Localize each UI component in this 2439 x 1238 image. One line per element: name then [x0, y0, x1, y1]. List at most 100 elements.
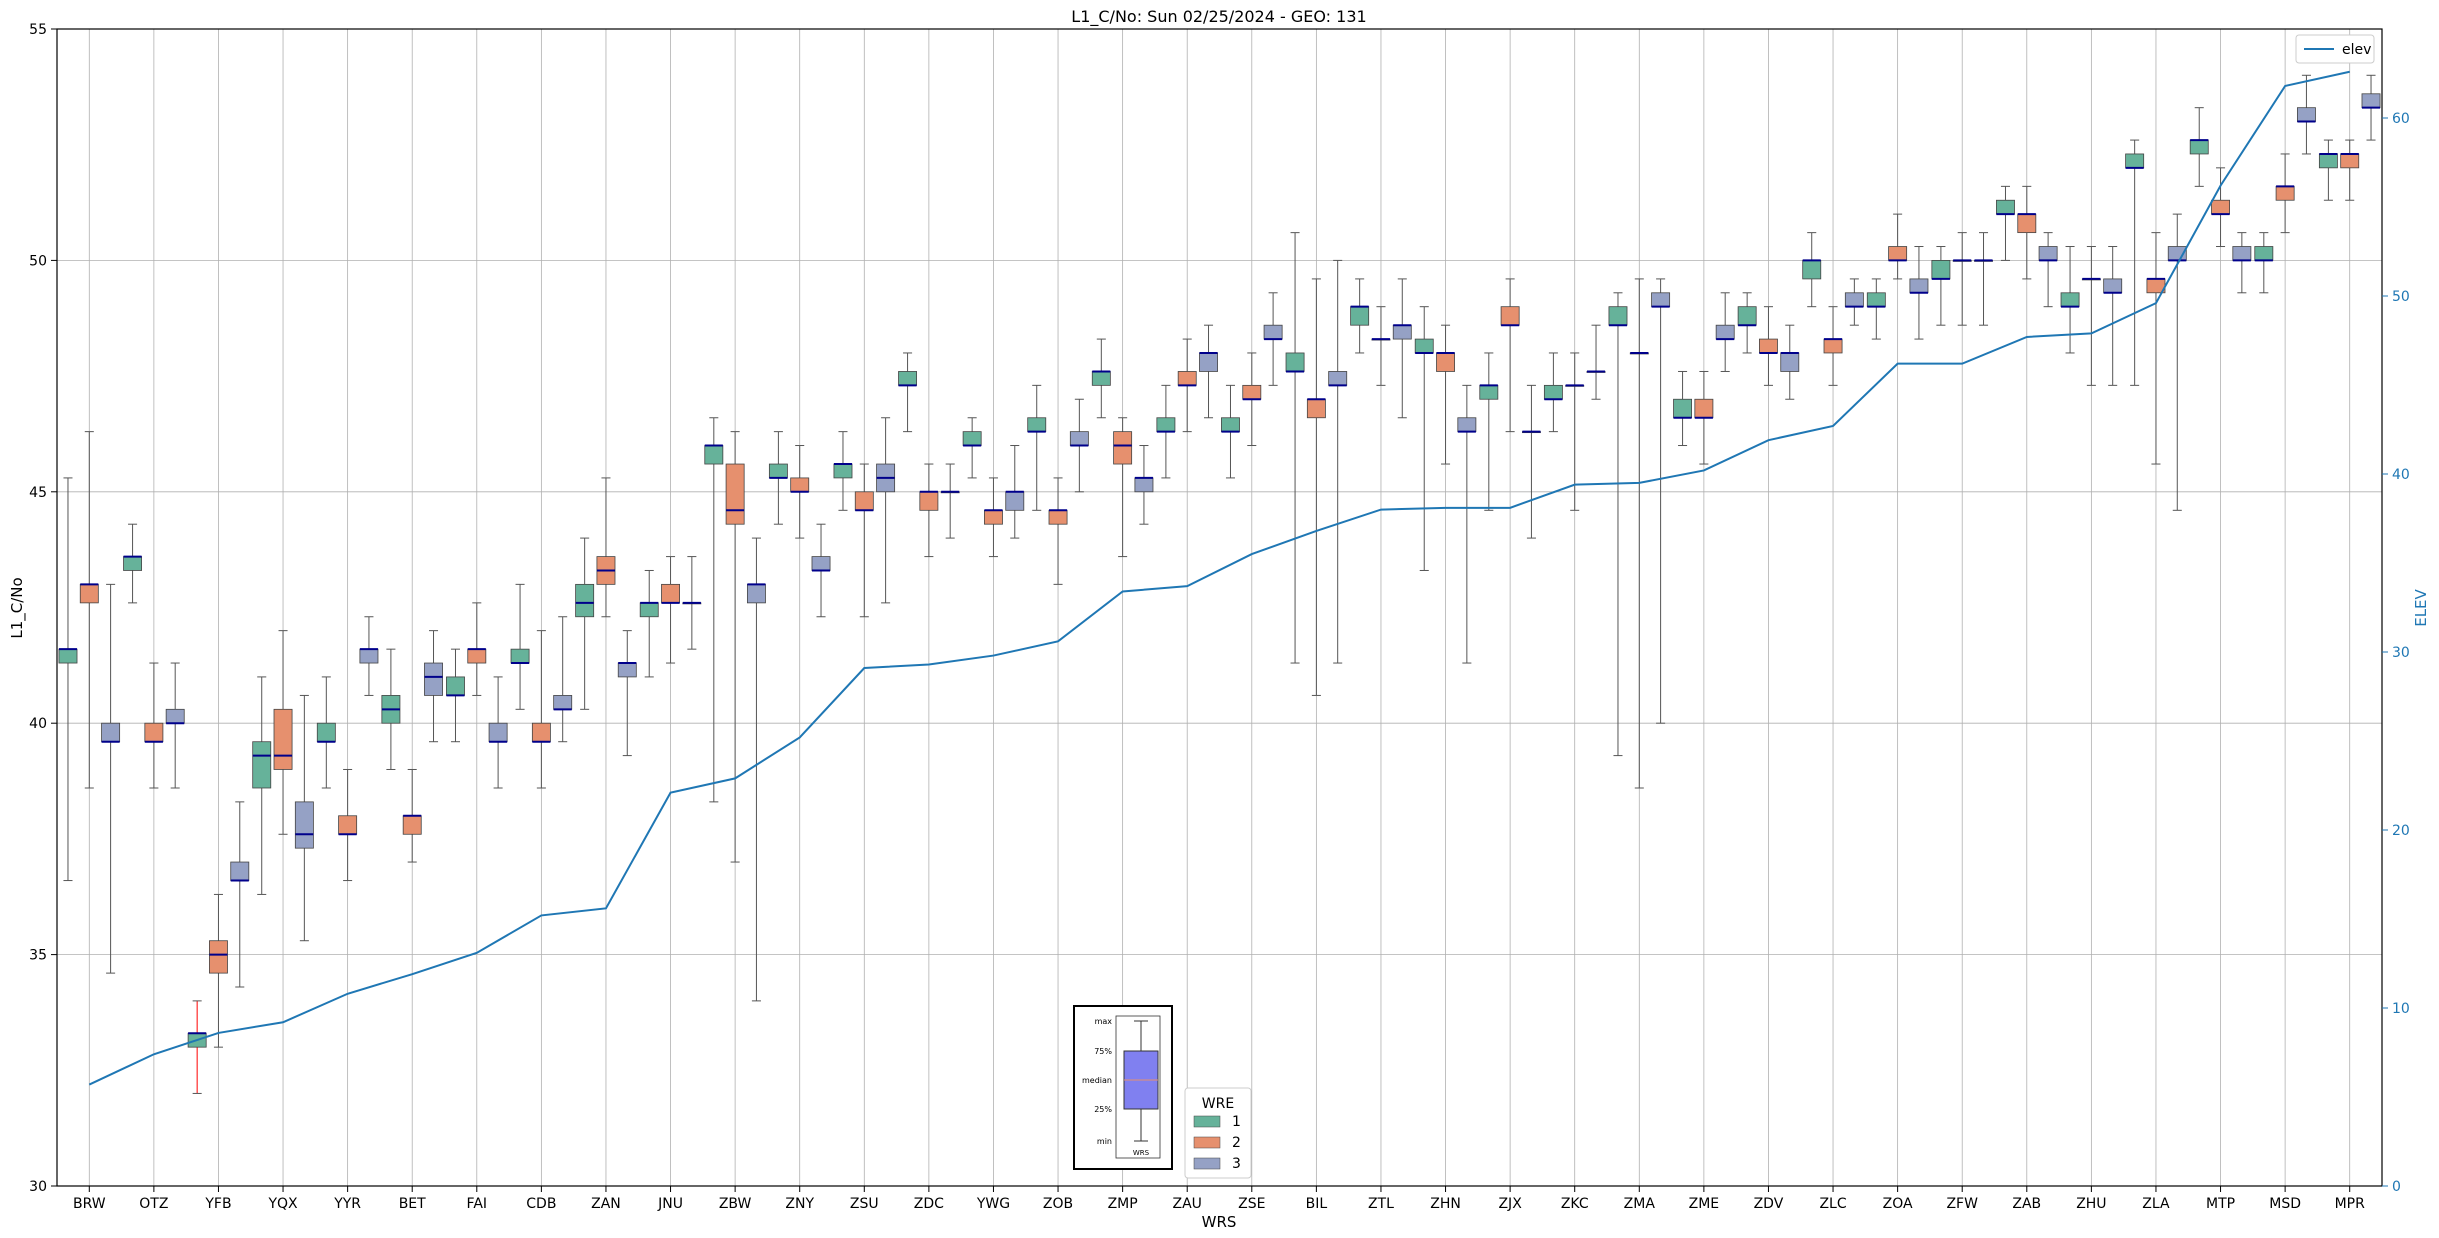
box-wre-2 [1500, 306, 1520, 326]
box-wre-3 [1909, 278, 1929, 294]
box-wre-3 [1392, 324, 1412, 340]
box-wre-3 [165, 708, 185, 724]
x-tick-label: BRW [73, 1196, 106, 1212]
box-wre-1 [575, 583, 595, 618]
x-tick-label: ZDV [1754, 1196, 1784, 1212]
x-ticks: BRW OTZ YFB YQX YYR BET FAI CDB ZAN JNU ZBW ZNY ZSU Z… [73, 1186, 2365, 1212]
box-wre-1 [123, 556, 143, 571]
inset-label: 25% [1094, 1105, 1112, 1114]
y2-tick-label: 60 [2392, 111, 2410, 127]
box-wre-1 [252, 741, 272, 789]
box-wre-3 [488, 722, 508, 743]
x-tick-label: YYR [333, 1196, 361, 1212]
box-wre-2 [338, 815, 358, 835]
box-wre-2 [1048, 509, 1068, 525]
inset-label: max [1095, 1017, 1113, 1026]
box-wre-2 [854, 491, 874, 511]
box-wre-3 [617, 662, 637, 678]
x-tick-label: ZAB [2012, 1196, 2041, 1212]
box-wre-3 [101, 722, 121, 743]
box-wre-1 [58, 648, 78, 664]
box-wre-1 [2060, 292, 2080, 308]
box-wre-3 [1328, 371, 1348, 386]
box-wre-1 [1737, 306, 1757, 326]
whiskers [63, 74, 2376, 1094]
wre-legend-label: 3 [1232, 1156, 1241, 1172]
x-tick-label: ZLC [1819, 1196, 1846, 1212]
box-wre-2 [2275, 185, 2295, 201]
inset-label: median [1082, 1076, 1112, 1085]
x-tick-label: ZOB [1043, 1196, 1073, 1212]
plot-frame [56, 28, 2383, 1187]
box-wre-1 [2125, 153, 2145, 169]
wre-legend-label: 2 [1232, 1135, 1241, 1151]
box-wre-2 [984, 509, 1003, 525]
y2-tick-label: 30 [2392, 645, 2410, 661]
box-wre-3 [1844, 292, 1864, 308]
box-wre-1 [2318, 153, 2338, 169]
box-wre-1 [639, 602, 659, 618]
box-wre-2 [1888, 246, 1908, 261]
box-wre-3 [1069, 431, 1089, 446]
x-tick-label: YWG [976, 1196, 1010, 1212]
box-wre-1 [768, 463, 788, 479]
x-tick-label: ZTL [1368, 1196, 1394, 1212]
y-tick-label: 30 [29, 1179, 47, 1195]
box-wre-1 [1996, 199, 2015, 215]
x-axis-label: WRS [1202, 1213, 1237, 1231]
box-wre-2 [790, 477, 810, 493]
box-wre-1 [2254, 246, 2274, 261]
box-wre-1 [962, 431, 982, 446]
y-tick-label: 45 [29, 485, 47, 501]
x-tick-label: ZMA [1624, 1196, 1656, 1212]
x-tick-label: MSD [2269, 1196, 2301, 1212]
box-wre-3 [2296, 107, 2316, 122]
box-wre-2 [1177, 371, 1197, 386]
y2-tick-label: 0 [2392, 1179, 2401, 1195]
inset-xlabel: WRS [1133, 1149, 1150, 1157]
elev-line [88, 70, 2350, 1086]
box-wre-3 [294, 801, 314, 849]
x-tick-label: YQX [267, 1196, 298, 1212]
chart-title: L1_C/No: Sun 02/25/2024 - GEO: 131 [1071, 7, 1366, 27]
x-tick-label: ZHN [1430, 1196, 1461, 1212]
y2-tick-label: 10 [2392, 1001, 2410, 1017]
y-ticks: 30 35 40 45 50 55 [29, 22, 57, 1195]
box-wre-2 [144, 722, 164, 743]
wre-legend-swatch [1193, 1157, 1221, 1170]
x-tick-label: BIL [1306, 1196, 1328, 1212]
box-wre-3 [424, 662, 443, 696]
box-wre-3 [811, 556, 831, 571]
x-tick-label: ZSE [1238, 1196, 1265, 1212]
x-tick-label: YFB [204, 1196, 231, 1212]
y-tick-label: 35 [29, 948, 47, 964]
inset-label: min [1097, 1137, 1112, 1146]
box-wre-3 [553, 695, 573, 710]
box-wre-2 [661, 583, 680, 604]
box-wre-1 [1543, 384, 1563, 400]
box-wre-1 [704, 445, 724, 465]
x-tick-label: ZBW [719, 1196, 752, 1212]
box-wre-3 [1715, 324, 1735, 340]
box-wre-1 [1414, 338, 1434, 354]
x-tick-label: CDB [526, 1196, 556, 1212]
x-tick-label: ZAU [1172, 1196, 1201, 1212]
wre-legend-swatch [1193, 1136, 1221, 1149]
box-wre-1 [1802, 259, 1822, 280]
x-tick-label: ZHU [2076, 1196, 2106, 1212]
x-tick-label: ZLA [2142, 1196, 2170, 1212]
box-wre-2 [2017, 213, 2037, 234]
y2-tick-label: 20 [2392, 823, 2410, 839]
y-tick-label: 55 [29, 22, 47, 38]
box-wre-2 [725, 463, 745, 525]
box-wre-2 [1113, 431, 1133, 465]
box-wre-2 [2211, 199, 2230, 215]
box-wre-1 [898, 371, 918, 386]
wre-legend-title: WRE [1202, 1096, 1234, 1112]
box-wre-1 [1156, 417, 1176, 433]
box-wre-3 [1457, 417, 1477, 433]
box-wre-1 [316, 722, 336, 743]
box-wre-3 [230, 861, 250, 881]
box-wre-1 [1350, 306, 1370, 326]
box-wre-1 [446, 676, 465, 696]
